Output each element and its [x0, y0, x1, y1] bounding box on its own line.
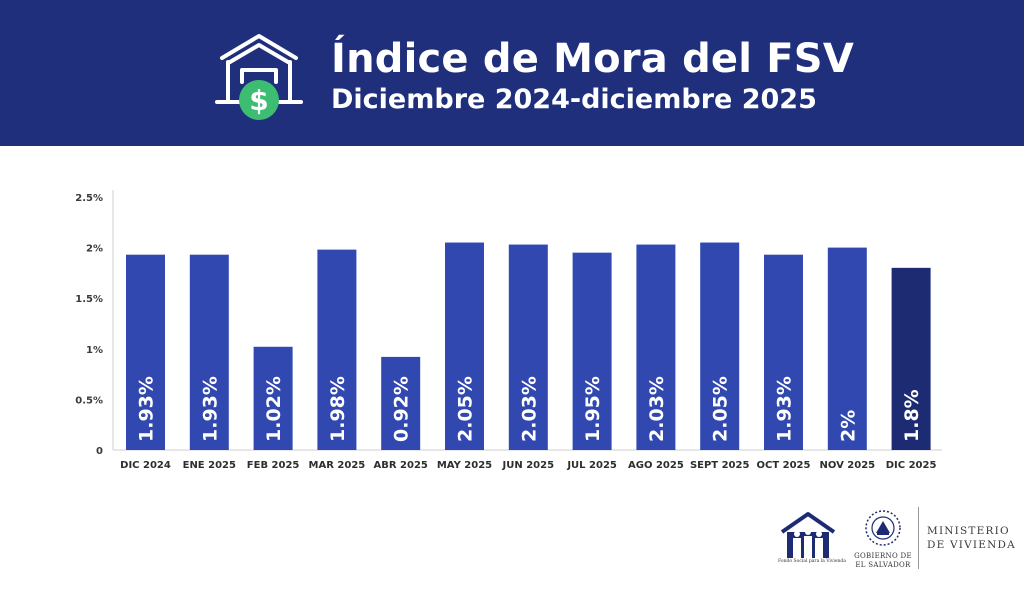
x-tick-label: AGO 2025: [628, 460, 684, 471]
y-tick-label: 0.5%: [75, 395, 103, 406]
bar-value-label: 2.05%: [455, 376, 477, 442]
page-subtitle: Diciembre 2024-diciembre 2025: [331, 84, 817, 115]
fsv-caption: Fondo Social para la Vivienda: [778, 559, 846, 564]
x-tick-label: ABR 2025: [374, 460, 428, 471]
x-tick-label: ENE 2025: [183, 460, 236, 471]
bar: [827, 247, 867, 450]
bar-value-label: 1.93%: [774, 376, 796, 442]
bar: [445, 242, 484, 450]
bar-value-label: 1.93%: [199, 376, 221, 442]
x-tick-label: MAR 2025: [309, 460, 366, 471]
y-tick-label: 1%: [86, 345, 103, 356]
bar-value-label: 1.02%: [263, 376, 285, 442]
bar-value-label: 1.8%: [901, 389, 923, 442]
bar-value-label: 1.93%: [136, 376, 158, 442]
bar: [700, 242, 740, 450]
bar: [508, 244, 548, 450]
bars: 1.93% 1.93% 1.02% 1.98% 0.92% 2.05% 2.03% 1.95%…: [126, 242, 931, 450]
bar: [381, 356, 421, 450]
bar: [253, 346, 293, 450]
bar: [636, 244, 676, 450]
bar: [189, 254, 229, 450]
bar-value-label: 2.03%: [646, 376, 668, 442]
bar: [126, 254, 165, 450]
house-dollar-icon: $: [215, 34, 303, 120]
x-axis-labels: DIC 2024 ENE 2025 FEB 2025 MAR 2025 ABR 2025…: [120, 460, 936, 471]
x-tick-label: FEB 2025: [247, 460, 300, 471]
bar: [891, 267, 931, 450]
y-tick-label: 0: [96, 446, 103, 457]
bar: [572, 252, 612, 450]
footer-logos: [780, 510, 901, 558]
bar: [317, 249, 357, 450]
bar-value-label: 0.92%: [391, 376, 413, 442]
gob-seal: [865, 510, 901, 546]
svg-text:$: $: [249, 84, 268, 117]
x-tick-label: NOV 2025: [819, 460, 875, 471]
y-tick-label: 2%: [86, 244, 103, 255]
ministerio-line2: DE VIVIENDA: [927, 539, 1016, 551]
bar-value-label: 2%: [837, 410, 859, 442]
x-tick-label: DIC 2025: [886, 460, 937, 471]
x-tick-label: MAY 2025: [437, 460, 492, 471]
x-tick-label: DIC 2024: [120, 460, 171, 471]
x-tick-label: SEPT 2025: [690, 460, 750, 471]
gob-text-line2: EL SALVADOR: [855, 561, 911, 569]
logo-divider: [918, 507, 919, 569]
fsv-logo: [780, 512, 836, 558]
bar-value-label: 1.95%: [582, 376, 604, 442]
bar-value-label: 2.03%: [518, 376, 540, 442]
header-banner: $ Índice de Mora del FSV Diciembre 2024-…: [0, 0, 1024, 146]
bar-value-label: 1.98%: [327, 376, 349, 442]
y-tick-label: 1.5%: [75, 294, 103, 305]
x-tick-label: JUL 2025: [566, 460, 617, 471]
y-tick-label: 2.5%: [75, 193, 103, 204]
bar-value-label: 2.05%: [710, 376, 732, 442]
ministerio-line1: MINISTERIO: [927, 525, 1010, 537]
x-tick-label: OCT 2025: [757, 460, 811, 471]
gob-text-line1: GOBIERNO DE: [854, 552, 912, 560]
page-title: Índice de Mora del FSV: [331, 36, 854, 82]
x-tick-label: JUN 2025: [502, 460, 555, 471]
bar: [764, 254, 803, 450]
